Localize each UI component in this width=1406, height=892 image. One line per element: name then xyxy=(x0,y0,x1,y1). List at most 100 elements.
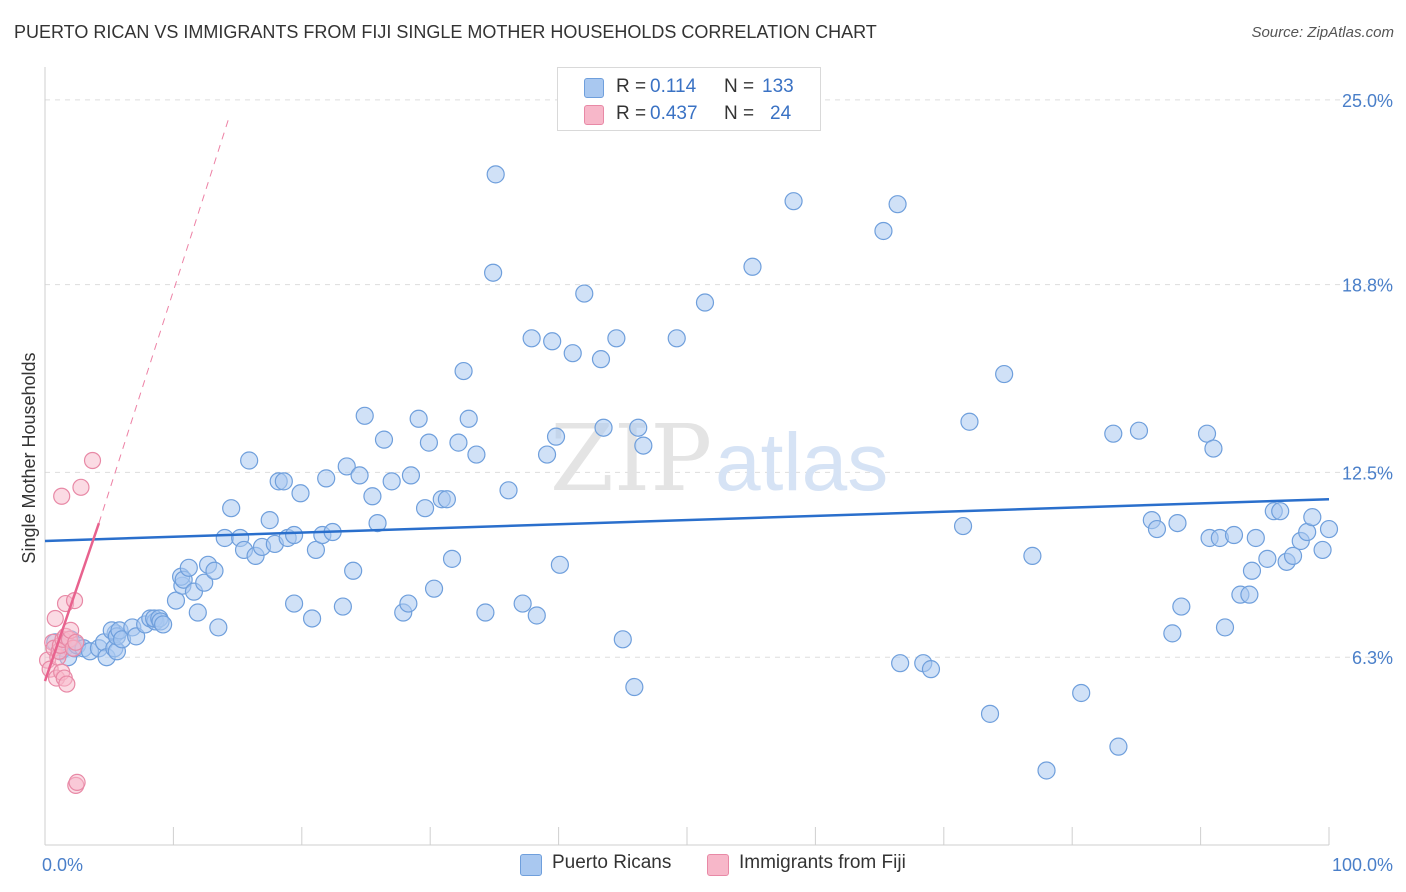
data-point-puerto-ricans xyxy=(1023,546,1042,565)
data-point-puerto-ricans xyxy=(1168,513,1187,533)
data-point-puerto-ricans xyxy=(374,430,394,449)
data-point-puerto-ricans xyxy=(291,484,310,503)
data-point-fiji xyxy=(83,451,102,470)
y-tick-labels: 6.3% 12.5% 18.8% 25.0% xyxy=(1342,91,1393,668)
data-point-puerto-ricans xyxy=(1072,683,1091,703)
data-point-puerto-ricans xyxy=(476,603,495,622)
data-point-puerto-ricans xyxy=(344,561,363,580)
data-point-fiji xyxy=(67,633,85,651)
data-point-puerto-ricans xyxy=(1215,618,1235,637)
data-point-puerto-ricans xyxy=(980,704,1000,723)
data-point-puerto-ricans xyxy=(1303,508,1322,527)
data-point-puerto-ricans xyxy=(921,660,941,679)
grid-lines xyxy=(45,99,1393,658)
data-point-puerto-ricans xyxy=(274,472,293,491)
y-tick-label: 25.0% xyxy=(1342,91,1393,111)
data-point-puerto-ricans xyxy=(695,293,715,312)
data-point-puerto-ricans xyxy=(1104,424,1123,443)
chart-source: Source: ZipAtlas.com xyxy=(1251,24,1394,41)
bottom-legend-swatch-blue xyxy=(520,854,542,876)
data-point-puerto-ricans xyxy=(284,525,304,545)
data-point-puerto-ricans xyxy=(302,609,322,628)
legend-n-value: 24 xyxy=(770,103,792,124)
data-point-puerto-ricans xyxy=(1163,624,1182,643)
legend-r-value: 0.114 xyxy=(650,76,697,97)
data-point-puerto-ricans xyxy=(401,466,421,485)
data-point-puerto-ricans xyxy=(437,490,456,509)
data-point-puerto-ricans xyxy=(874,221,893,241)
data-point-puerto-ricans xyxy=(317,469,336,488)
data-point-puerto-ricans xyxy=(409,409,428,428)
data-point-puerto-ricans xyxy=(363,487,382,506)
trend-line-fiji xyxy=(43,522,101,682)
bottom-legend-swatch-pink xyxy=(707,854,729,876)
data-point-puerto-ricans xyxy=(575,284,594,303)
data-point-puerto-ricans xyxy=(454,361,473,381)
data-point-puerto-ricans xyxy=(499,481,518,500)
data-point-puerto-ricans xyxy=(333,597,352,616)
chart-title: PUERTO RICAN VS IMMIGRANTS FROM FIJI SIN… xyxy=(14,22,877,42)
data-point-puerto-ricans xyxy=(546,427,566,446)
data-point-puerto-ricans xyxy=(442,549,462,568)
data-point-puerto-ricans xyxy=(1204,439,1223,458)
data-point-puerto-ricans xyxy=(953,516,973,536)
data-point-puerto-ricans xyxy=(205,561,224,580)
data-point-puerto-ricans xyxy=(1258,549,1277,568)
data-point-puerto-ricans xyxy=(484,263,503,282)
trend-line-fiji-extension xyxy=(98,114,231,524)
data-point-puerto-ricans xyxy=(260,511,279,530)
y-axis-label: Single Mother Households xyxy=(19,352,39,563)
data-point-puerto-ricans xyxy=(382,472,401,491)
data-point-puerto-ricans xyxy=(522,329,541,348)
legend-r-label: R = xyxy=(616,76,647,97)
data-point-puerto-ricans xyxy=(154,615,173,634)
data-point-puerto-ricans xyxy=(891,654,910,673)
x-tick-label-min: 0.0% xyxy=(42,855,83,875)
data-point-puerto-ricans xyxy=(1271,502,1290,521)
legend-row-puerto-ricans: R = 0.114 N = 133 xyxy=(558,75,820,101)
data-point-fiji xyxy=(46,609,64,628)
data-point-puerto-ricans xyxy=(513,594,532,613)
data-point-puerto-ricans xyxy=(527,606,546,625)
data-point-puerto-ricans xyxy=(1319,519,1339,539)
data-point-puerto-ricans xyxy=(537,445,557,464)
y-tick-label: 6.3% xyxy=(1352,648,1393,668)
axes xyxy=(44,67,1330,846)
data-point-puerto-ricans xyxy=(613,630,632,649)
legend-r-value: 0.437 xyxy=(650,103,698,124)
data-point-puerto-ricans xyxy=(594,418,613,437)
data-point-puerto-ricans xyxy=(486,165,505,184)
data-point-puerto-ricans xyxy=(1147,519,1167,539)
data-point-puerto-ricans xyxy=(179,558,198,577)
data-point-puerto-ricans xyxy=(467,445,486,464)
watermark-atlas: atlas xyxy=(715,417,888,508)
legend-n-label: N = xyxy=(724,103,755,124)
legend-n-label: N = xyxy=(724,76,755,97)
watermark-zip: ZIP xyxy=(550,405,712,512)
data-point-puerto-ricans xyxy=(634,436,653,455)
series-immigrants-from-fiji xyxy=(38,451,102,794)
data-point-puerto-ricans xyxy=(188,603,207,622)
data-point-puerto-ricans xyxy=(209,618,228,637)
data-point-puerto-ricans xyxy=(337,457,356,476)
data-point-puerto-ricans xyxy=(355,406,374,425)
data-point-fiji xyxy=(58,675,76,693)
correlation-legend: R = 0.114 N = 133 R = 0.437 N = 24 xyxy=(557,67,821,131)
data-point-puerto-ricans xyxy=(424,579,444,598)
legend-r-label: R = xyxy=(616,103,647,124)
data-point-puerto-ricans xyxy=(399,594,418,613)
data-point-puerto-ricans xyxy=(550,555,569,574)
data-point-puerto-ricans xyxy=(459,409,478,428)
data-point-puerto-ricans xyxy=(667,329,686,348)
data-point-puerto-ricans xyxy=(1246,528,1265,548)
data-point-puerto-ricans xyxy=(284,594,304,613)
data-point-puerto-ricans xyxy=(960,412,979,431)
data-point-puerto-ricans xyxy=(1129,421,1149,440)
data-point-puerto-ricans xyxy=(222,499,241,518)
data-point-puerto-ricans xyxy=(1109,737,1128,756)
data-point-puerto-ricans xyxy=(784,192,803,211)
data-point-puerto-ricans xyxy=(415,499,435,518)
data-point-puerto-ricans xyxy=(743,257,762,276)
data-point-puerto-ricans xyxy=(1242,561,1262,580)
data-point-fiji xyxy=(72,478,90,496)
